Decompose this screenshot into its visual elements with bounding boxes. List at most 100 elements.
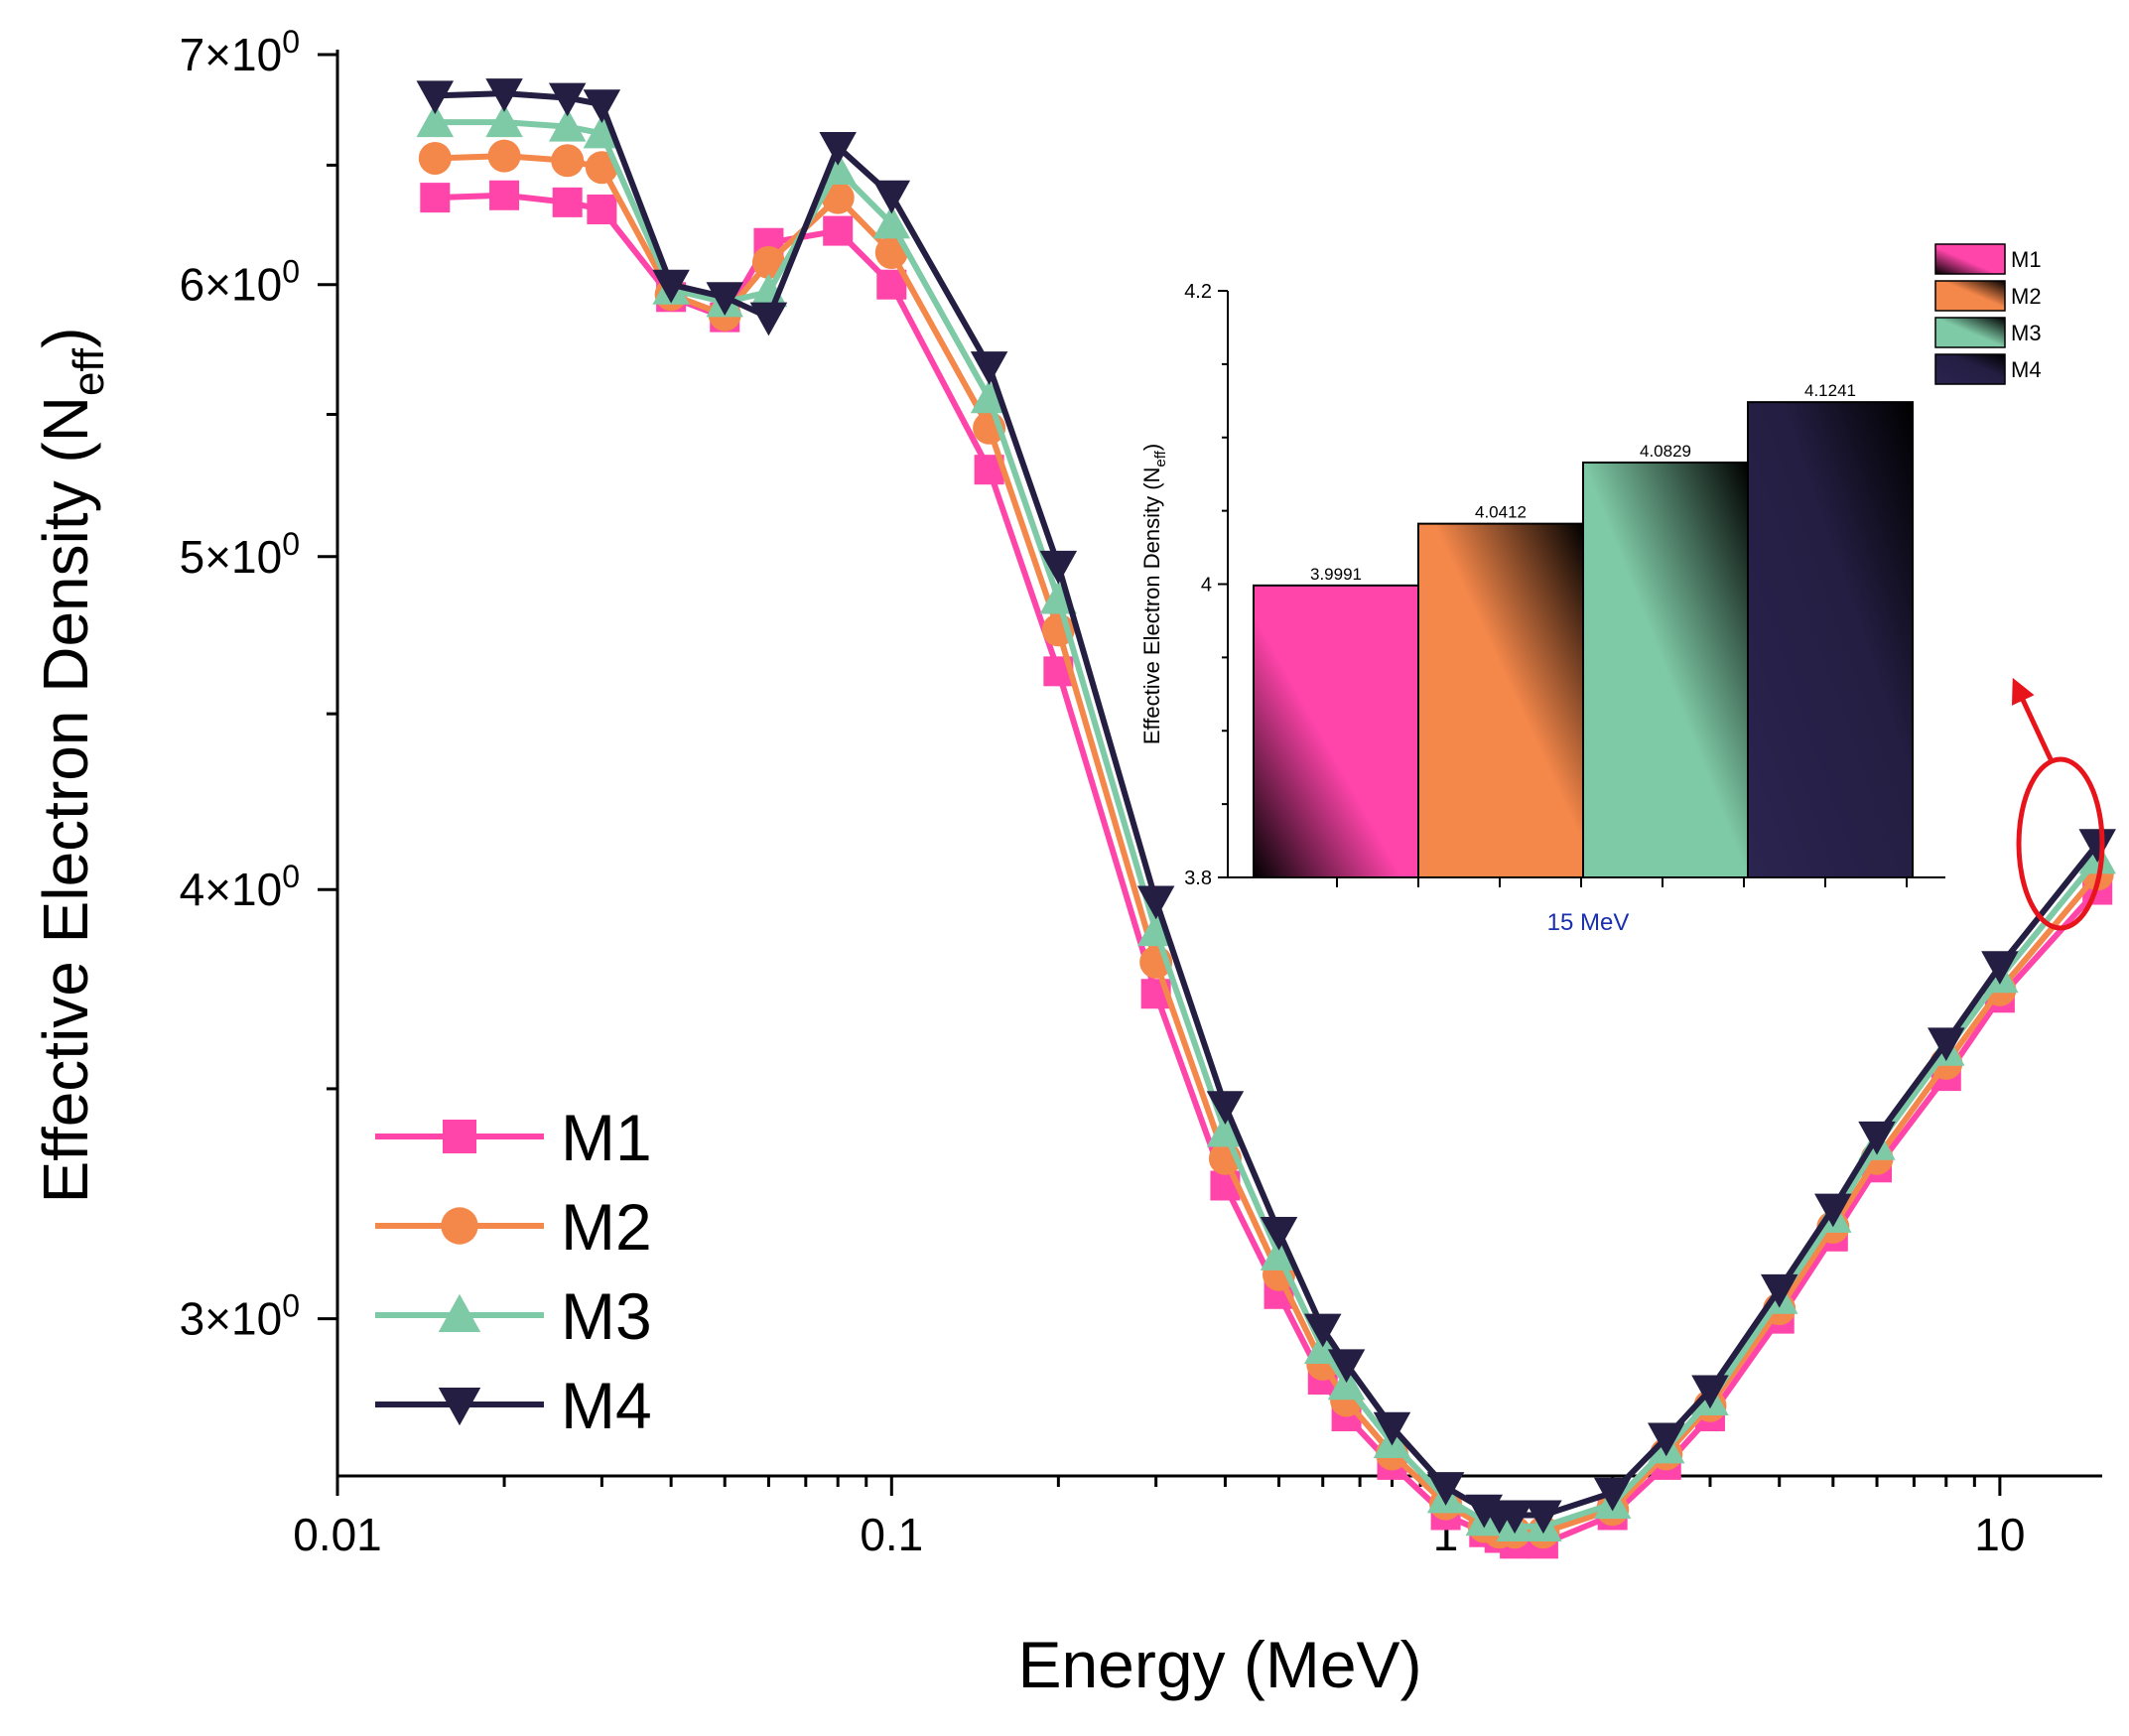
y-tick-mantissa: 4×10 [180, 864, 283, 915]
y-axis-label: Effective Electron Density (Neff) [30, 328, 113, 1204]
inset-legend-entry-M2: M2 [1934, 280, 2042, 312]
inset-legend-swatch [1934, 317, 2006, 348]
inset-bar-label-M2: 4.0412 [1475, 503, 1527, 522]
legend-label: M2 [561, 1190, 652, 1264]
y-tick-exponent: 0 [282, 526, 300, 562]
y-tick-exponent: 0 [282, 859, 300, 894]
data-point-M4 [1525, 1500, 1562, 1535]
data-point-M3 [1206, 1113, 1245, 1147]
y-tick-exponent: 0 [282, 24, 300, 60]
data-point-M4 [1981, 951, 2019, 986]
data-point-M2 [418, 141, 452, 175]
y-axis-label-close: ) [30, 328, 101, 348]
inset-legend-swatch [1934, 280, 2006, 312]
series-M4 [416, 78, 2116, 1535]
data-point-M2 [487, 139, 521, 173]
highlight-annotation [2012, 677, 2105, 931]
data-point-M3 [583, 114, 621, 149]
legend-entry-M3: M3 [375, 1279, 652, 1353]
data-point-M3 [1327, 1366, 1366, 1401]
inset-y-tick-label: 4 [1201, 575, 1212, 597]
data-point-M4 [1426, 1472, 1465, 1506]
data-point-M4 [1496, 1500, 1533, 1535]
inset-legend-swatch [1934, 243, 2006, 275]
inset-y-axis-label-sub: eff [1152, 450, 1169, 467]
y-tick-exponent: 0 [282, 254, 300, 290]
data-point-M4 [1760, 1273, 1798, 1308]
inset-bar-M1 [1253, 584, 1419, 879]
data-point-M4 [2078, 829, 2116, 864]
data-point-M3 [970, 379, 1008, 414]
inset-legend-entry-M1: M1 [1934, 243, 2042, 275]
data-point-M4 [1260, 1217, 1298, 1251]
inset-y-axis-label-main: Effective Electron Density (N [1139, 467, 1164, 745]
highlight-circle [2016, 756, 2105, 931]
data-point-M4 [485, 78, 523, 112]
inset-bar-M2 [1417, 522, 1584, 878]
data-point-M4 [970, 351, 1008, 385]
legend-label: M4 [561, 1369, 652, 1442]
legend-marker [438, 1388, 481, 1426]
inset-legend-label: M1 [2011, 247, 2042, 272]
inset-legend-entry-M3: M3 [1934, 317, 2042, 348]
data-point-M3 [872, 204, 911, 239]
data-point-M4 [583, 89, 621, 123]
legend-marker [443, 1120, 476, 1153]
y-tick-mantissa: 5×10 [180, 531, 283, 583]
data-point-M4 [872, 180, 911, 214]
data-point-M1 [823, 215, 854, 246]
y-tick-label: 5×100 [180, 526, 300, 583]
legend-entry-M1: M1 [375, 1101, 652, 1174]
inset-legend-label: M2 [2011, 284, 2042, 309]
y-axis-label-sub: eff [65, 347, 113, 396]
data-point-M3 [548, 107, 587, 142]
main-legend: M1 M2 M3 M4 [375, 1101, 652, 1442]
data-point-M2 [551, 144, 585, 178]
x-axis-label: Energy (MeV) [1017, 1628, 1421, 1701]
data-point-M4 [1691, 1375, 1729, 1409]
inset-bar-M3 [1582, 462, 1749, 878]
data-point-M1 [587, 194, 617, 224]
data-point-M2 [585, 151, 618, 185]
inset-bar-label-M1: 3.9991 [1310, 565, 1362, 584]
inset-legend-swatch [1934, 353, 2006, 385]
x-tick-label: 10 [1974, 1509, 2025, 1560]
data-point-M1 [489, 180, 520, 210]
y-tick-mantissa: 7×10 [180, 29, 283, 80]
y-tick-exponent: 0 [282, 1288, 300, 1324]
data-point-M4 [1136, 885, 1175, 920]
inset-legend-entry-M4: M4 [1934, 353, 2042, 385]
inset-x-axis-label: 15 MeV [1547, 909, 1630, 936]
data-point-M4 [548, 82, 587, 117]
y-tick-label: 3×100 [180, 1288, 300, 1345]
legend-marker [438, 1293, 481, 1332]
x-tick-label: 0.01 [293, 1509, 382, 1560]
legend-label: M1 [561, 1101, 652, 1174]
data-point-M3 [416, 103, 455, 138]
data-point-M4 [1303, 1313, 1342, 1348]
data-point-M4 [1858, 1121, 1896, 1155]
data-point-M4 [1928, 1027, 1965, 1062]
inset-bar-label-M4: 4.1241 [1804, 381, 1856, 400]
main-line-plot: 0.01 0.1 1 103×1004×1005×1006×1007×100Energ… [30, 24, 2116, 1701]
legend-label: M3 [561, 1279, 652, 1353]
data-point-M1 [552, 187, 583, 217]
data-point-M4 [1814, 1193, 1852, 1228]
data-point-M4 [1648, 1422, 1685, 1457]
inset-y-tick-label: 4.2 [1184, 281, 1212, 303]
y-axis-label-main: Effective Electron Density (N [30, 396, 101, 1203]
y-tick-label: 4×100 [180, 859, 300, 915]
data-point-M3 [1136, 912, 1175, 947]
x-tick-label: 0.1 [860, 1509, 923, 1560]
data-point-M4 [1593, 1477, 1632, 1512]
data-point-M4 [1039, 550, 1078, 585]
y-tick-label: 7×100 [180, 24, 300, 80]
inset-legend-label: M3 [2011, 321, 2042, 345]
inset-bar-plot: 3.8 4 4.2 3.9991 4.0412 4.0829 4.1241 15 MeV Eff… [1139, 243, 2042, 936]
data-point-M4 [1373, 1411, 1411, 1446]
inset-y-axis-label-close: ) [1139, 444, 1164, 451]
data-point-M1 [420, 183, 451, 213]
data-point-M3 [1260, 1237, 1298, 1270]
data-point-M2 [751, 245, 785, 279]
legend-entry-M4: M4 [375, 1369, 652, 1442]
